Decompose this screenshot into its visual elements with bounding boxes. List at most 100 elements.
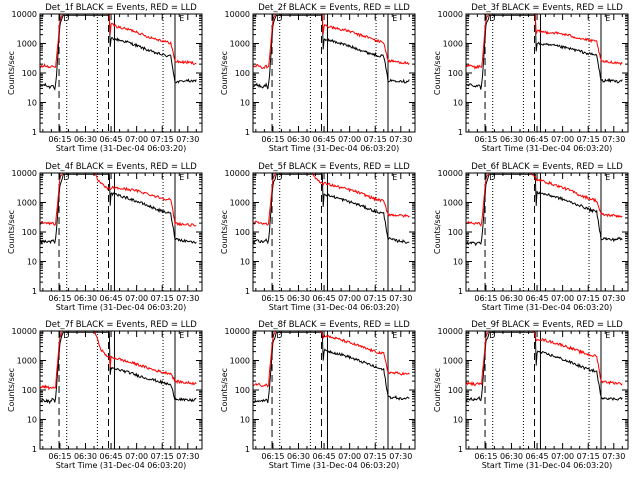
region-marker-label: E <box>605 173 610 182</box>
y-tick-label: 1 <box>245 287 250 296</box>
y-tick-label: 10 <box>240 258 250 267</box>
x-tick-label: 06:30 <box>500 452 523 461</box>
y-tick-label: 10 <box>27 258 37 267</box>
x-tick-label: 06:45 <box>100 452 123 461</box>
plot-frame <box>465 330 629 450</box>
y-tick-label: 1000 <box>230 357 250 366</box>
x-axis-label: Start Time (31-Dec-04 06:03:20) <box>56 461 187 470</box>
x-tick-label: 07:30 <box>176 135 199 144</box>
y-tick-label: 1 <box>458 445 463 454</box>
y-tick-label: 1000 <box>443 357 463 366</box>
x-tick-label: 06:45 <box>313 294 336 303</box>
x-tick-label: 06:30 <box>287 452 310 461</box>
x-tick-label: 07:00 <box>551 294 574 303</box>
x-tick-label: 07:00 <box>338 294 361 303</box>
y-tick-label: 10000 <box>12 169 37 178</box>
x-axis-label: Start Time (31-Dec-04 06:03:20) <box>269 461 400 470</box>
y-tick-label: 100 <box>22 386 37 395</box>
x-tick-label: 07:15 <box>151 294 174 303</box>
series-line-events <box>465 173 623 247</box>
chart-panel-5: 1 10 100 1000 10000 06:15 06:30 06:45 07:00 07:15… <box>220 162 416 312</box>
y-tick-label: 100 <box>235 228 250 237</box>
panel-title: Det_2f BLACK = Events, RED = LLD <box>258 3 410 13</box>
series-line-events <box>39 331 197 405</box>
x-tick-label: 07:30 <box>389 452 412 461</box>
x-tick-label: 07:00 <box>338 135 361 144</box>
chart-panel-2: 1 10 100 1000 10000 06:15 06:30 06:45 07:00 07:15… <box>220 3 416 153</box>
region-marker-label: E <box>605 14 610 23</box>
x-tick-label: 06:15 <box>48 452 71 461</box>
y-tick-label: 10000 <box>225 10 250 19</box>
y-axis-label: Counts/sec <box>433 210 442 254</box>
y-tick-label: 1 <box>458 287 463 296</box>
y-tick-label: 100 <box>235 386 250 395</box>
y-tick-label: 10000 <box>225 169 250 178</box>
x-tick-label: 06:45 <box>313 452 336 461</box>
y-tick-label: 10000 <box>438 169 463 178</box>
y-tick-label: 10 <box>453 99 463 108</box>
region-marker-label: E <box>392 173 397 182</box>
x-tick-label: 07:30 <box>602 135 625 144</box>
y-tick-label: 1 <box>32 445 37 454</box>
region-marker-label: D <box>63 173 69 182</box>
panel-title: Det_6f BLACK = Events, RED = LLD <box>471 162 623 172</box>
y-axis-label: Counts/sec <box>433 368 442 412</box>
panel-title: Det_1f BLACK = Events, RED = LLD <box>45 3 197 13</box>
y-tick-label: 10000 <box>225 327 250 336</box>
series-line-events <box>39 14 197 91</box>
x-tick-label: 06:45 <box>526 452 549 461</box>
x-tick-label: 07:00 <box>125 452 148 461</box>
y-tick-label: 10 <box>240 416 250 425</box>
x-tick-label: 07:15 <box>364 452 387 461</box>
region-marker-label: E <box>179 331 184 340</box>
x-axis-label: Start Time (31-Dec-04 06:03:20) <box>269 303 400 312</box>
x-axis-label: Start Time (31-Dec-04 06:03:20) <box>482 144 613 153</box>
x-tick-label: 07:15 <box>577 135 600 144</box>
region-marker-label: D <box>63 331 69 340</box>
y-tick-label: 1000 <box>230 40 250 49</box>
x-tick-label: 06:45 <box>526 135 549 144</box>
chart-panel-9: 1 10 100 1000 10000 06:15 06:30 06:45 07:00 07:15… <box>433 320 629 470</box>
series-line-events <box>252 173 410 245</box>
plot-frame <box>252 13 416 133</box>
plot-frame <box>39 13 203 133</box>
chart-panel-4: 1 10 100 1000 10000 06:15 06:30 06:45 07:00 07:15… <box>7 162 203 312</box>
x-tick-label: 07:30 <box>602 294 625 303</box>
region-marker-label: D <box>489 14 495 23</box>
x-axis-label: Start Time (31-Dec-04 06:03:20) <box>269 144 400 153</box>
x-tick-label: 06:15 <box>48 294 71 303</box>
x-tick-label: 06:30 <box>74 452 97 461</box>
y-tick-label: 10 <box>453 416 463 425</box>
y-tick-label: 1000 <box>17 40 37 49</box>
y-tick-label: 1 <box>32 287 37 296</box>
x-tick-label: 06:45 <box>100 294 123 303</box>
y-tick-label: 10 <box>27 416 37 425</box>
x-axis-label: Start Time (31-Dec-04 06:03:20) <box>482 303 613 312</box>
panel-title: Det_3f BLACK = Events, RED = LLD <box>471 3 623 13</box>
series-line-events <box>252 331 410 404</box>
y-axis-label: Counts/sec <box>433 51 442 95</box>
x-tick-label: 07:30 <box>176 452 199 461</box>
series-line-events <box>252 14 410 90</box>
region-marker-label: D <box>489 173 495 182</box>
y-axis-label: Counts/sec <box>220 368 229 412</box>
x-tick-label: 07:15 <box>151 452 174 461</box>
x-tick-label: 06:15 <box>474 452 497 461</box>
y-tick-label: 10000 <box>12 10 37 19</box>
x-tick-label: 06:15 <box>474 294 497 303</box>
panel-title: Det_4f BLACK = Events, RED = LLD <box>45 162 197 172</box>
y-axis-label: Counts/sec <box>220 210 229 254</box>
x-tick-label: 06:30 <box>74 135 97 144</box>
region-marker-label: E <box>392 331 397 340</box>
y-tick-label: 1 <box>245 445 250 454</box>
x-tick-label: 06:30 <box>74 294 97 303</box>
x-tick-label: 06:45 <box>100 135 123 144</box>
y-axis-label: Counts/sec <box>7 368 16 412</box>
x-tick-label: 07:00 <box>125 294 148 303</box>
panel-title: Det_9f BLACK = Events, RED = LLD <box>471 320 623 330</box>
plot-frame <box>252 330 416 450</box>
x-tick-label: 07:30 <box>602 452 625 461</box>
y-tick-label: 10 <box>27 99 37 108</box>
